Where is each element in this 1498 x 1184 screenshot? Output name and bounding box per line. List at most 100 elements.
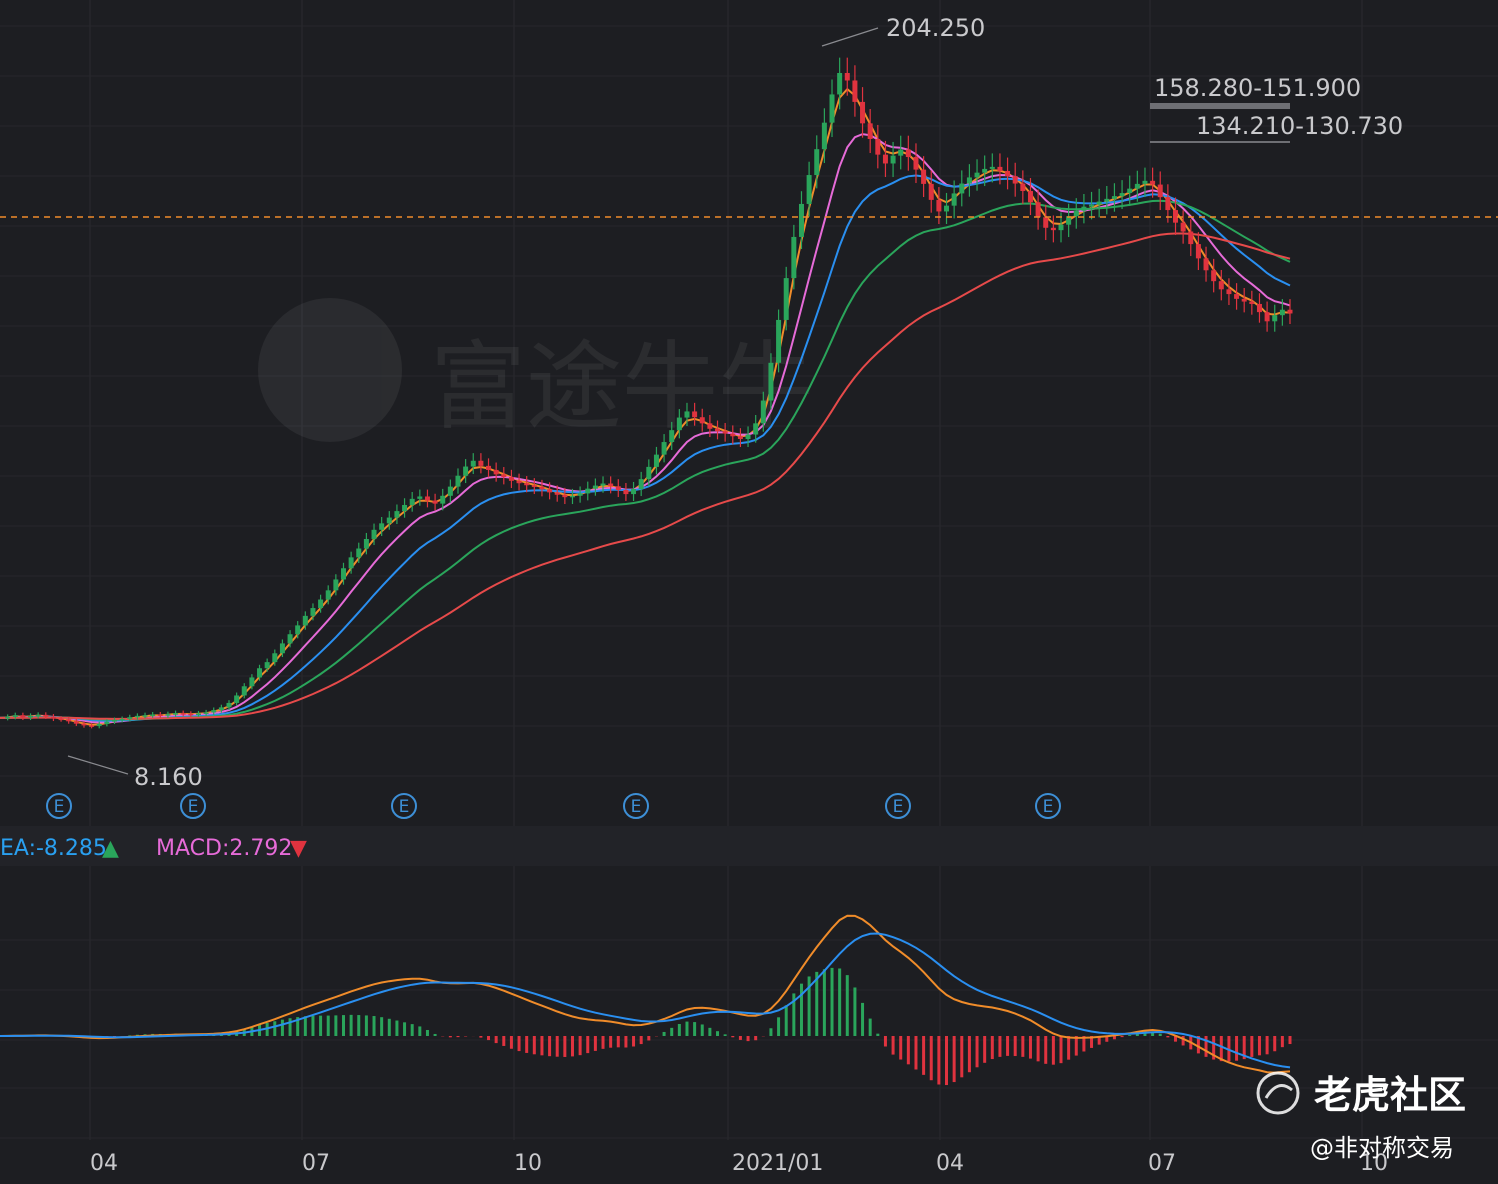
- candle-body: [1234, 294, 1240, 299]
- candle-body: [722, 431, 728, 434]
- candle-body: [447, 486, 453, 496]
- moving-average-line: [0, 232, 1291, 720]
- candle-body: [417, 496, 423, 499]
- candle-body: [1241, 298, 1247, 302]
- candle-body: [646, 466, 652, 480]
- candle-body: [928, 183, 934, 200]
- candle-body: [470, 460, 476, 467]
- earnings-marker[interactable]: E: [885, 793, 911, 819]
- candle-body: [569, 495, 575, 498]
- candle-body: [1104, 198, 1110, 202]
- candle-body: [669, 430, 675, 443]
- candle-body: [730, 433, 736, 437]
- candle-body: [760, 400, 766, 424]
- x-tick-label: 10: [514, 1151, 542, 1176]
- x-tick-label: 07: [302, 1151, 330, 1176]
- candle-body: [1073, 210, 1079, 217]
- candle-body: [1173, 210, 1179, 223]
- candle-body: [386, 517, 392, 524]
- candle-body: [806, 175, 812, 204]
- tiger-community-watermark: 老虎社区 @非对称交易: [1256, 1071, 1466, 1162]
- candle-body: [1096, 201, 1102, 205]
- candle-body: [81, 723, 87, 726]
- candle-body: [180, 713, 186, 715]
- candle-body: [989, 166, 995, 169]
- candle-body: [363, 538, 369, 549]
- x-tick-label: 10: [1360, 1151, 1388, 1176]
- candle-body: [776, 319, 782, 363]
- x-tick-label: 07: [1148, 1151, 1176, 1176]
- candle-body: [1264, 312, 1270, 322]
- candle-body: [142, 715, 148, 717]
- candle-body: [524, 483, 530, 486]
- candle-body: [577, 493, 583, 496]
- earnings-marker-label: E: [399, 797, 410, 817]
- candle-body: [73, 721, 79, 724]
- candle-body: [1218, 281, 1224, 290]
- candle-body: [1272, 315, 1278, 322]
- watermark-logo-text: 老虎社区: [1314, 1073, 1466, 1117]
- candle-body: [12, 715, 18, 717]
- earnings-marker-circle: [46, 793, 72, 819]
- candle-body: [676, 417, 682, 431]
- candle-body: [58, 718, 64, 721]
- candle-body: [203, 712, 209, 714]
- earnings-marker[interactable]: E: [46, 793, 72, 819]
- candle-body: [798, 203, 804, 237]
- candle-body: [257, 668, 263, 678]
- earnings-marker[interactable]: E: [180, 793, 206, 819]
- candle-body: [684, 411, 690, 418]
- candle-body: [1256, 303, 1262, 313]
- candle-body: [20, 715, 26, 718]
- earnings-marker-label: E: [188, 797, 199, 817]
- candle-body: [699, 417, 705, 424]
- candle-body: [653, 454, 659, 467]
- candle-body: [272, 653, 278, 663]
- earnings-marker[interactable]: E: [623, 793, 649, 819]
- earnings-marker-label: E: [54, 797, 65, 817]
- candle-body: [1287, 309, 1293, 314]
- candle-body: [974, 172, 980, 178]
- dea-label: EA:-8.285: [0, 836, 107, 861]
- candle-body: [409, 498, 415, 505]
- candle-body: [310, 608, 316, 616]
- brand-watermark-text: 富途牛牛: [430, 331, 814, 443]
- earnings-marker[interactable]: E: [1035, 793, 1061, 819]
- candle-body: [325, 590, 331, 600]
- candle-body: [860, 101, 866, 124]
- candle-body: [119, 718, 125, 721]
- candle-body: [89, 725, 95, 727]
- candle-body: [111, 719, 117, 722]
- candle-body: [1226, 289, 1232, 295]
- candle-body: [318, 599, 324, 609]
- x-tick-label: 2021/01: [732, 1151, 823, 1176]
- candle-body: [127, 717, 133, 719]
- tiger-logo-icon: [1256, 1071, 1300, 1115]
- zone1-annotation: 158.280-151.900: [1154, 74, 1361, 102]
- candle-body: [241, 686, 247, 696]
- candle-body: [432, 500, 438, 504]
- macd-label: MACD:2.792: [156, 836, 292, 861]
- candle-body: [35, 714, 41, 717]
- earnings-marker[interactable]: E: [391, 793, 417, 819]
- candle-body: [5, 716, 11, 719]
- candle-body: [340, 568, 346, 580]
- earnings-marker-circle: [885, 793, 911, 819]
- candle-body: [1035, 202, 1041, 218]
- candle-body: [745, 434, 751, 439]
- moving-average-line: [0, 174, 1291, 722]
- candle-body: [600, 483, 606, 486]
- candle-body: [440, 495, 446, 504]
- candle-body: [715, 428, 721, 432]
- candle-body: [96, 724, 102, 727]
- candle-body: [279, 643, 285, 654]
- earnings-marker-circle: [391, 793, 417, 819]
- x-axis: 04 07 10 2021/01 04 07 10: [90, 1151, 1388, 1176]
- moving-average-line: [0, 199, 1291, 721]
- candle-body: [898, 149, 904, 156]
- candle-body: [1058, 224, 1064, 231]
- earnings-marker-label: E: [1043, 797, 1054, 817]
- candle-body: [623, 490, 629, 495]
